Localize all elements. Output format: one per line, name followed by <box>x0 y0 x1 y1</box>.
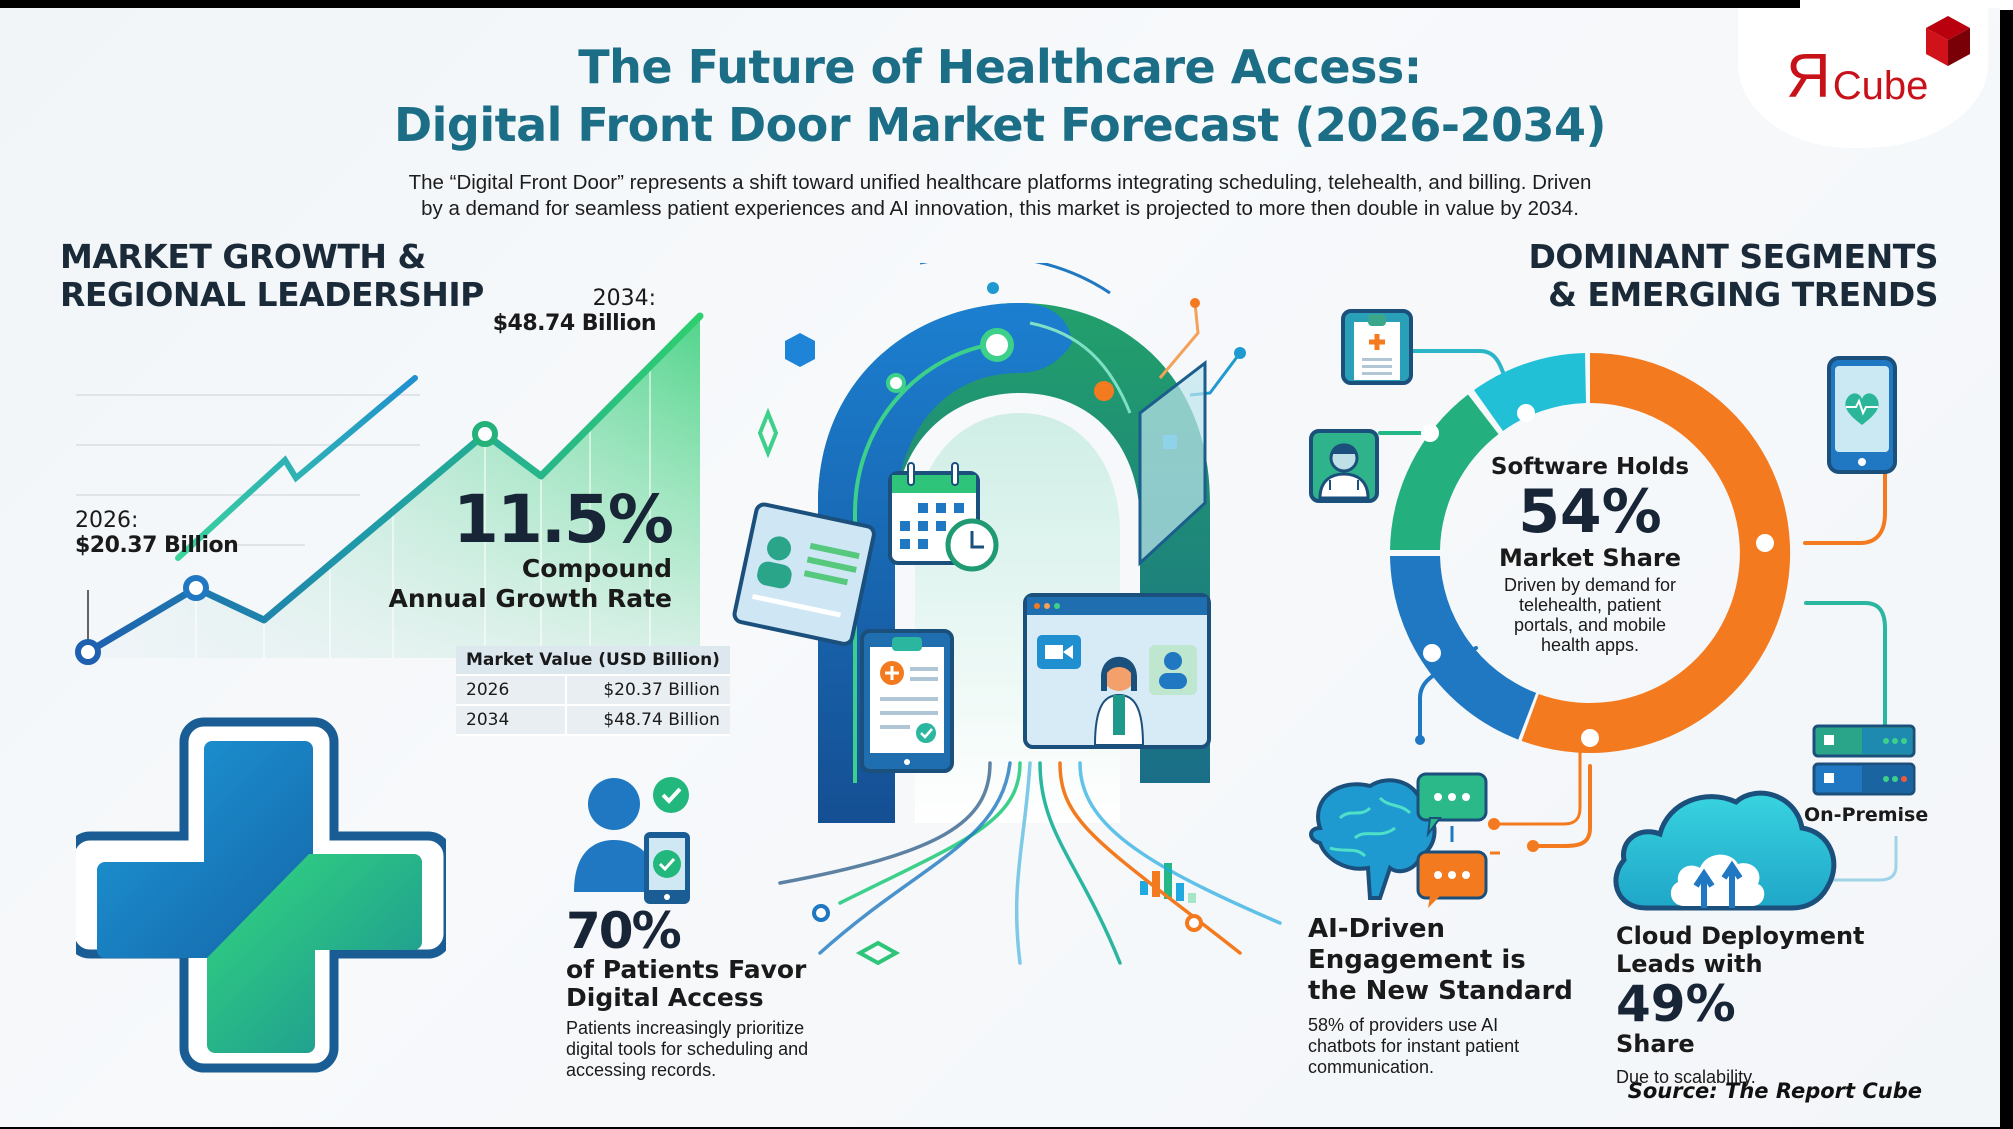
patients-body-line: Patients increasingly prioritize <box>566 1018 805 1038</box>
on-premise-connector <box>1828 836 1898 882</box>
heading-line: & EMERGING TRENDS <box>1548 275 1938 314</box>
gridlines <box>76 394 420 546</box>
heading-line: DOMINANT SEGMENTS <box>1528 237 1938 276</box>
logo-mark: Я <box>1786 42 1831 111</box>
source-caption: Source: The Report Cube <box>1627 1079 1922 1103</box>
table-row: 2026 $20.37 Billion <box>456 675 730 706</box>
logo: Я Cube <box>1786 38 1929 111</box>
page-subtitle: The “Digital Front Door” represents a sh… <box>380 170 1620 222</box>
cagr-label-line2: Annual Growth Rate <box>388 584 672 613</box>
clipboard-record-icon <box>1341 309 1413 385</box>
donut-desc-line: portals, and mobile <box>1513 615 1667 635</box>
dominant-segments-heading: DOMINANT SEGMENTS & EMERGING TRENDS <box>1528 238 1938 314</box>
table-cell-value: $48.74 Billion <box>565 705 730 736</box>
title-line-1: The Future of Healthcare Access: <box>578 40 1422 94</box>
patients-body-line: accessing records. <box>566 1060 717 1080</box>
market-growth-heading: MARKET GROWTH & REGIONAL LEADERSHIP <box>60 238 484 314</box>
cloud-heading-line: Share <box>1616 1030 1695 1058</box>
ai-engagement-stat: AI-Driven Engagement is the New Standard… <box>1308 914 1573 1078</box>
ai-body-line: communication. <box>1308 1057 1435 1077</box>
ai-heading-line: the New Standard <box>1308 976 1573 1006</box>
market-value-table: Market Value (USD Billion) 2026 $20.37 B… <box>456 646 730 736</box>
infographic-canvas: Я Cube The Future of Healthcare Access: … <box>0 8 2000 1127</box>
donut-value: 54% <box>1518 477 1662 547</box>
ai-heading-line: Engagement is <box>1308 945 1526 975</box>
mini-bar-chart-icon <box>1140 863 1196 903</box>
donut-desc-line: health apps. <box>1540 635 1640 655</box>
cagr-label-line1: Compound <box>521 554 672 583</box>
software-share-donut-chart <box>1378 349 1891 852</box>
start-value-label: 2026: $20.37 Billion <box>75 508 239 558</box>
data-flow-lines <box>778 761 1282 965</box>
logo-text: Cube <box>1832 64 1929 108</box>
cloud-deployment-stat: Cloud Deployment Leads with 49% Share Du… <box>1616 922 1865 1088</box>
mobile-health-app-icon <box>1827 356 1897 474</box>
table-cell-year: 2034 <box>456 705 566 736</box>
table-row: 2034 $48.74 Billion <box>456 705 730 736</box>
donut-subtitle: Market Share <box>1498 544 1681 572</box>
cagr-stat: 11.5% Compound Annual Growth Rate <box>380 481 674 614</box>
table-cell-year: 2026 <box>456 675 566 706</box>
growth-line-chart <box>75 312 704 665</box>
on-premise-label: On-Premise <box>1804 804 1929 826</box>
clipboard-tablet-icon <box>860 629 954 773</box>
cloud-body: Due to scalability. <box>1616 1067 1756 1087</box>
title-line-2: Digital Front Door Market Forecast (2026… <box>393 98 1607 152</box>
patients-body-line: digital tools for scheduling and <box>566 1039 809 1059</box>
table-cell-value: $20.37 Billion <box>565 675 730 706</box>
cagr-value: 11.5% <box>453 481 674 558</box>
on-premise-server-icon <box>1812 724 1916 796</box>
subtitle-line-1: The “Digital Front Door” represents a sh… <box>408 171 1592 194</box>
ai-connector-line <box>1488 748 1582 830</box>
donut-desc-line: Driven by demand for <box>1503 575 1677 595</box>
start-year: 2026: <box>75 508 139 533</box>
medical-cross-icon <box>76 717 446 1073</box>
point-2026 <box>75 639 101 665</box>
subtitle-line-2: by a demand for seamless patient experie… <box>421 197 1579 220</box>
end-year: 2034: <box>592 286 656 311</box>
digital-front-door-illustration <box>732 263 1282 966</box>
ai-body-line: 58% of providers use AI <box>1308 1015 1499 1035</box>
ai-body-line: chatbots for instant patient <box>1308 1036 1520 1056</box>
patient-mobile-check-icon <box>574 777 690 904</box>
end-value: $48.74 Billion <box>492 311 657 336</box>
cloud-heading-line: Leads with <box>1616 950 1763 978</box>
ai-heading-line: AI-Driven <box>1308 914 1445 944</box>
donut-center-text: Software Holds 54% Market Share Driven b… <box>1440 453 1740 655</box>
page-title: The Future of Healthcare Access: Digital… <box>0 38 2000 154</box>
profile-card-icon <box>732 502 876 646</box>
doctor-avatar-icon <box>1309 429 1379 503</box>
cloud-heading-line: Cloud Deployment <box>1616 922 1865 950</box>
video-call-window-icon <box>1023 593 1211 749</box>
hexagon-shape <box>785 333 815 367</box>
ai-brain-chat-icon <box>1309 772 1500 908</box>
heading-line: MARKET GROWTH & <box>60 237 426 276</box>
patients-heading-line2: Digital Access <box>566 983 764 1012</box>
table-header: Market Value (USD Billion) <box>456 646 730 676</box>
calendar-icon <box>888 462 999 572</box>
heading-line: REGIONAL LEADERSHIP <box>60 275 484 314</box>
top-bar-gap <box>1800 0 2013 10</box>
cloud-percent: 49% <box>1616 975 1736 1033</box>
cube-icon <box>1926 16 1970 66</box>
start-value: $20.37 Billion <box>75 533 239 558</box>
patients-stat: 70% of Patients Favor Digital Access Pat… <box>566 906 808 1081</box>
patients-percent: 70% <box>566 902 682 960</box>
donut-desc-line: telehealth, patient <box>1518 595 1662 615</box>
end-value-label: 2034: $48.74 Billion <box>480 286 657 336</box>
patients-heading-line1: of Patients Favor <box>566 955 807 984</box>
donut-title: Software Holds <box>1490 454 1690 480</box>
cloud-upload-icon <box>1613 790 1837 911</box>
